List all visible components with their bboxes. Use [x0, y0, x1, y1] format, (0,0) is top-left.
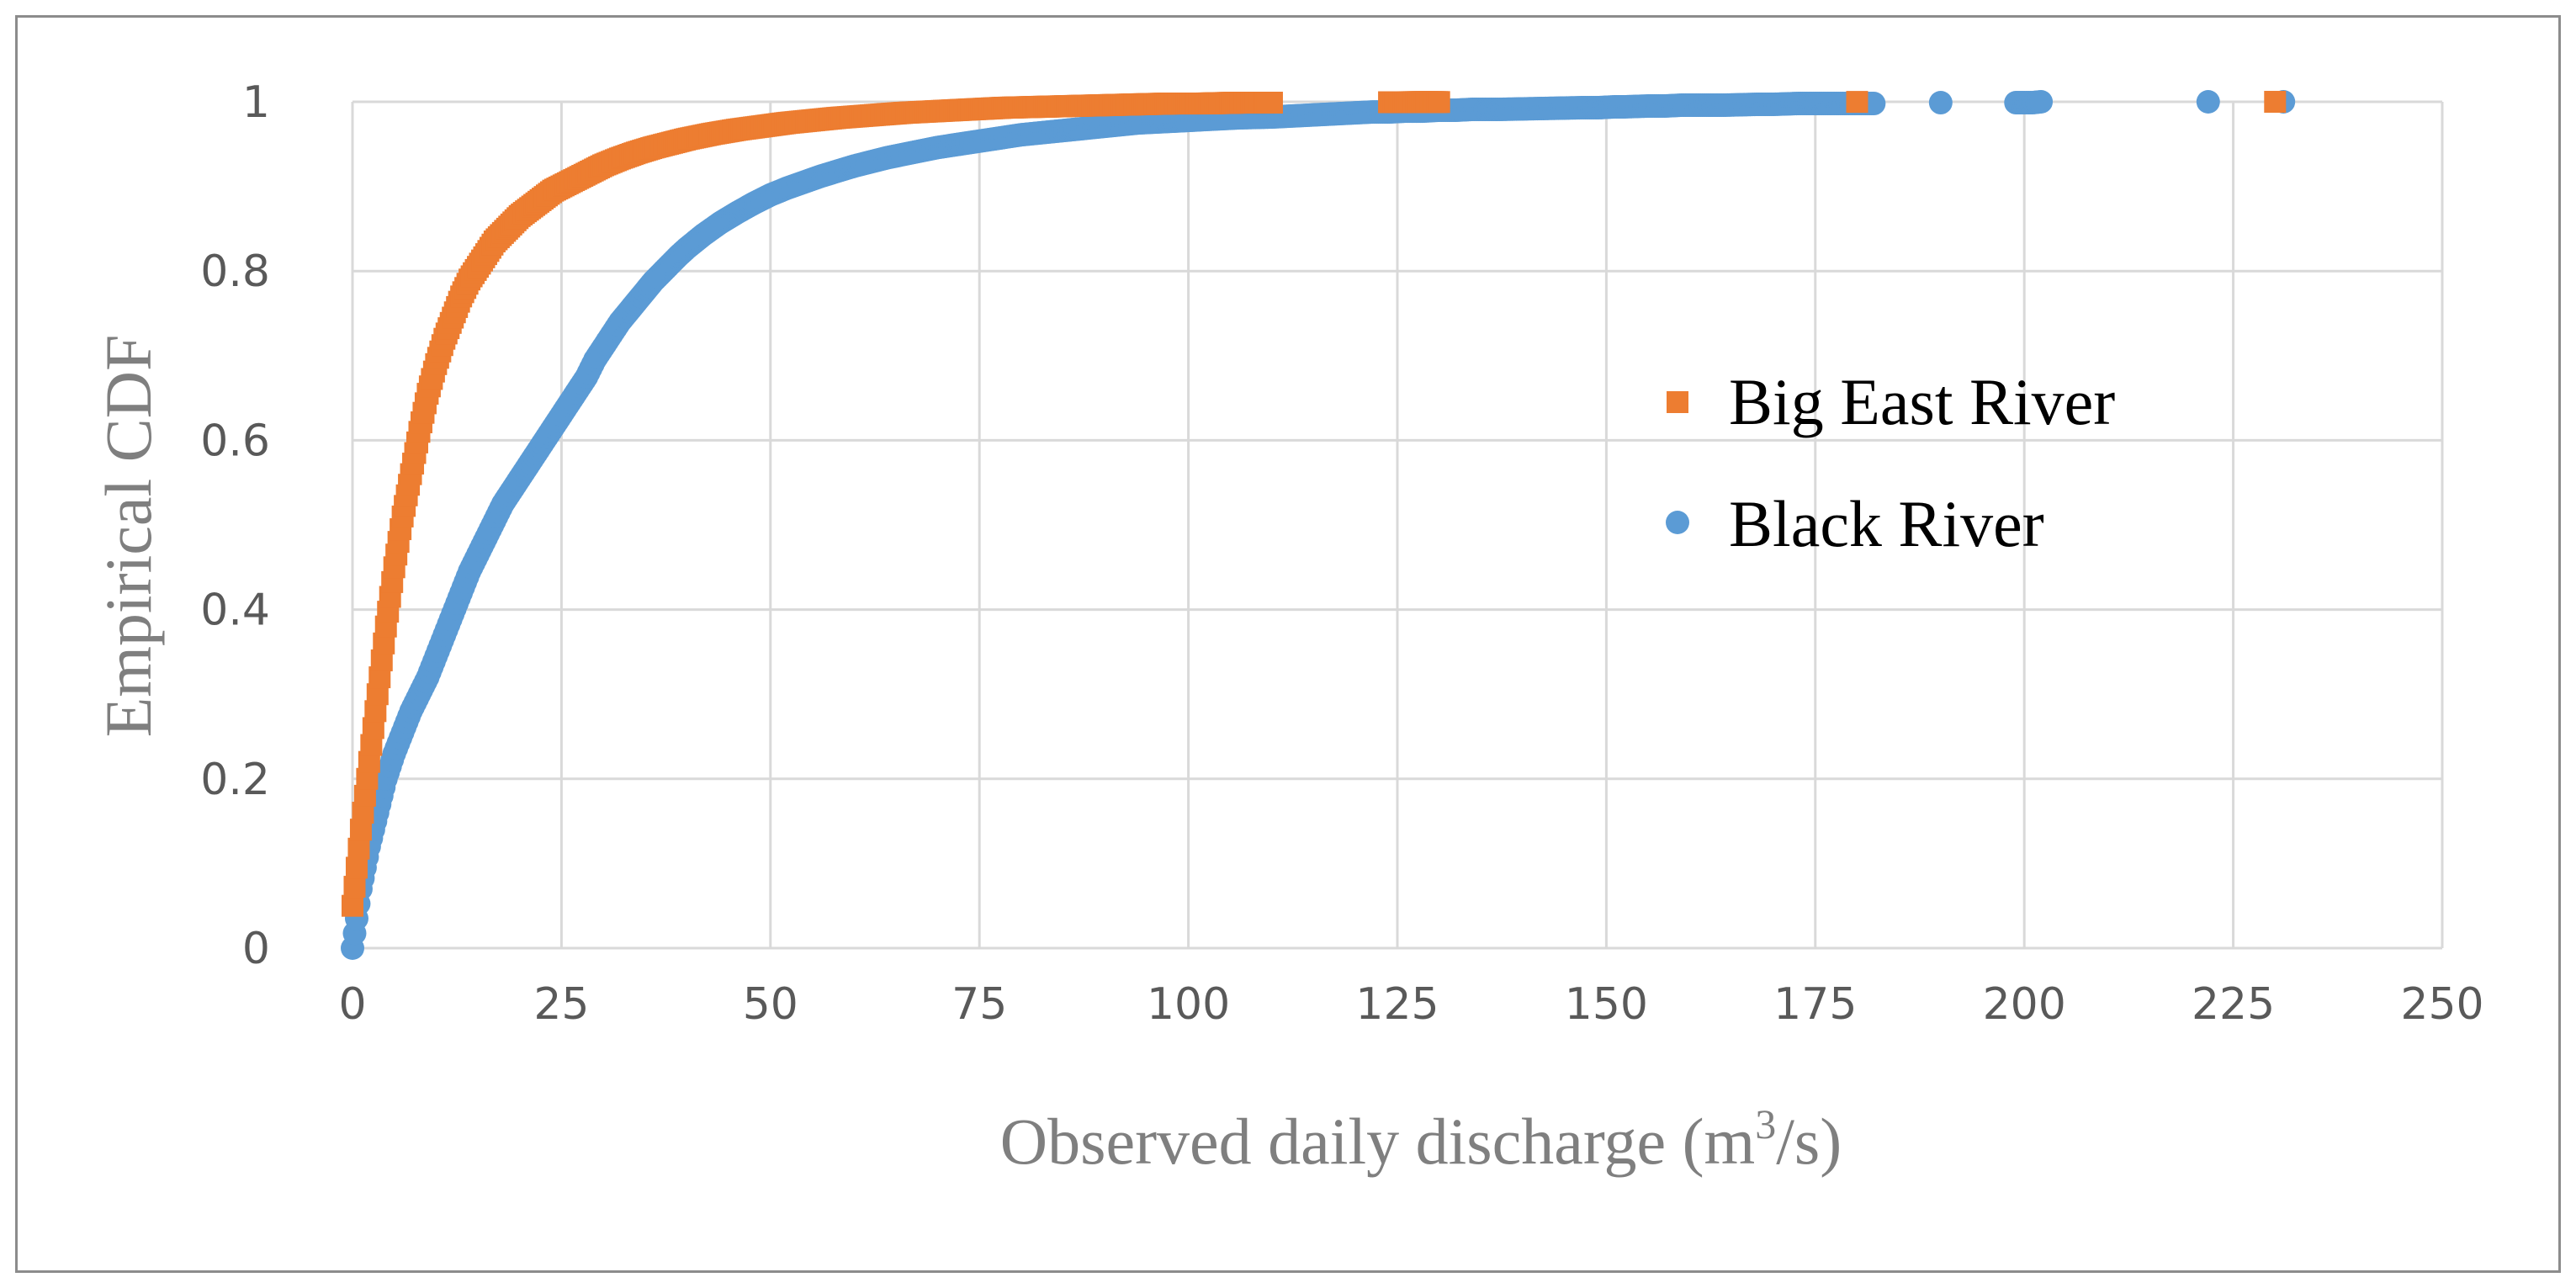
x-axis-title-superscript: 3	[1755, 1100, 1776, 1148]
x-tick-label: 200	[1983, 979, 2066, 1030]
y-tick-label: 0.6	[200, 416, 270, 466]
x-tick-label: 25	[533, 979, 589, 1030]
x-tick-label: 225	[2192, 979, 2275, 1030]
legend: Big East River Black River	[1666, 365, 2115, 560]
cdf-chart: 0 0.2 0.4 0.6 0.8 1 0 25 50 75 100 125 150 175 200 225…	[92, 77, 2484, 1178]
series-big-east-river	[342, 91, 2287, 917]
x-tick-label: 150	[1565, 979, 1648, 1030]
big-east-point	[1428, 91, 1450, 114]
x-tick-label: 250	[2400, 979, 2483, 1030]
legend-marker-black-river	[1666, 511, 1689, 534]
big-east-point	[345, 856, 368, 879]
black-river-point	[2029, 90, 2054, 114]
black-river-point	[1928, 91, 1953, 115]
x-tick-label: 75	[951, 979, 1007, 1030]
chart-frame: 0 0.2 0.4 0.6 0.8 1 0 25 50 75 100 125 150 175 200 225…	[15, 15, 2561, 1273]
big-east-point	[343, 876, 366, 898]
y-tick-labels: 0 0.2 0.4 0.6 0.8 1	[200, 77, 270, 974]
big-east-point	[2264, 91, 2287, 113]
legend-label-black-river: Black River	[1729, 487, 2044, 560]
y-tick-label: 0.4	[200, 586, 270, 636]
legend-label-big-east-river: Big East River	[1729, 365, 2115, 438]
big-east-point	[347, 837, 370, 860]
x-tick-label: 0	[338, 979, 366, 1030]
big-east-point	[1846, 91, 1868, 114]
y-tick-label: 0.2	[200, 755, 270, 805]
legend-marker-big-east-river	[1667, 391, 1688, 413]
x-axis-title-tail: /s)	[1776, 1105, 1842, 1178]
big-east-point	[1260, 92, 1283, 114]
x-tick-label: 50	[743, 979, 798, 1030]
black-river-point	[2196, 90, 2220, 114]
big-east-point	[342, 894, 363, 917]
x-tick-label: 125	[1355, 979, 1439, 1030]
x-axis-title-main: Observed daily discharge (m	[1000, 1105, 1755, 1178]
grid-lines	[351, 100, 2444, 950]
x-tick-label: 175	[1773, 979, 1857, 1030]
y-tick-label: 0	[242, 924, 270, 974]
y-axis-title: Empirical CDF	[92, 335, 165, 738]
y-tick-label: 0.8	[200, 246, 270, 297]
x-axis-title: Observed daily discharge (m3/s)	[1000, 1100, 1842, 1178]
x-tick-labels: 0 25 50 75 100 125 150 175 200 225 250	[338, 979, 2483, 1030]
data-series	[341, 90, 2296, 960]
x-tick-label: 100	[1147, 979, 1230, 1030]
y-tick-label: 1	[242, 77, 270, 128]
